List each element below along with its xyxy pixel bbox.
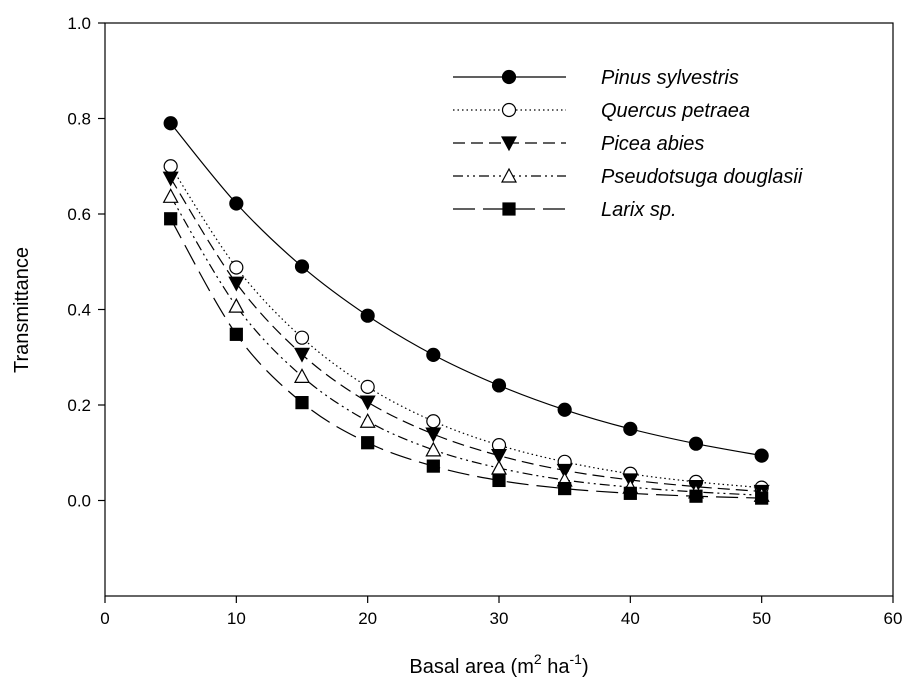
legend: Pinus sylvestris Quercus petraea Picea abi…	[453, 67, 803, 221]
x-axis-title: Basal area (m2 ha-1)	[409, 651, 588, 678]
y-tick-label: 1.0	[67, 14, 91, 33]
x-axis-title-mid: ha	[542, 656, 571, 678]
data-point	[293, 347, 311, 363]
series-line	[170, 177, 762, 493]
legend-marker	[500, 136, 518, 152]
data-point	[492, 473, 506, 488]
x-tick-label: 10	[227, 609, 246, 628]
legend-marker	[501, 102, 517, 118]
series-3	[162, 188, 770, 502]
series-2	[162, 171, 770, 500]
data-point	[426, 347, 441, 362]
x-tick-label: 20	[358, 609, 377, 628]
x-axis-title-sup2: -1	[569, 651, 582, 667]
legend-label: Quercus petraea	[601, 100, 750, 122]
data-point	[623, 486, 637, 500]
series-1	[163, 159, 769, 495]
y-tick-label: 0.0	[67, 492, 91, 511]
legend-label: Larix sp.	[601, 199, 677, 221]
legend-marker	[500, 167, 518, 183]
legend-item: Picea abies	[453, 133, 704, 155]
series-line	[170, 196, 762, 496]
data-point	[623, 421, 638, 436]
series-4	[164, 212, 769, 505]
data-point	[228, 276, 245, 292]
data-point	[293, 368, 311, 383]
data-point	[754, 448, 769, 463]
legend-item: Quercus petraea	[453, 100, 750, 122]
y-tick-label: 0.4	[67, 301, 91, 320]
series-line	[170, 122, 762, 457]
data-point	[360, 308, 375, 323]
data-point	[755, 491, 769, 505]
y-axis: 0.0 0.2 0.4 0.6 0.8 1.0	[67, 14, 105, 511]
data-point	[294, 330, 310, 345]
data-point	[426, 414, 441, 429]
series-line	[170, 218, 762, 499]
data-point	[425, 427, 442, 443]
legend-item: Pseudotsuga douglasii	[453, 166, 803, 188]
data-point	[425, 441, 442, 457]
x-tick-label: 40	[621, 609, 640, 628]
plot-frame	[104, 22, 894, 597]
data-point	[360, 379, 375, 394]
series-line	[170, 165, 762, 489]
data-point	[490, 459, 508, 475]
y-tick-label: 0.6	[67, 205, 91, 224]
data-point	[359, 395, 376, 411]
x-tick-label: 0	[100, 609, 109, 628]
data-point	[229, 260, 244, 275]
data-point	[361, 436, 375, 450]
data-point	[229, 327, 243, 341]
data-point	[295, 396, 309, 410]
data-point	[162, 171, 179, 187]
data-point	[229, 196, 244, 211]
legend-label: Pseudotsuga douglasii	[601, 166, 803, 188]
data-point	[688, 436, 704, 451]
legend-label: Picea abies	[601, 133, 704, 155]
legend-marker	[502, 202, 516, 216]
data-point	[490, 449, 508, 464]
legend-label: Pinus sylvestris	[601, 67, 739, 89]
legend-marker	[501, 69, 517, 85]
x-axis-title-main: Basal area (m	[409, 656, 534, 678]
data-point	[163, 159, 178, 174]
x-tick-label: 60	[884, 609, 903, 628]
data-point	[557, 402, 572, 417]
x-axis-title-end: )	[582, 656, 589, 678]
y-axis-title: Transmittance	[11, 247, 33, 373]
data-point	[164, 212, 178, 226]
data-point	[426, 459, 440, 473]
y-tick-label: 0.2	[67, 396, 91, 415]
data-point	[294, 259, 310, 274]
x-tick-label: 50	[752, 609, 771, 628]
data-point	[556, 463, 573, 479]
legend-item: Larix sp.	[453, 199, 677, 221]
data-point	[558, 481, 572, 496]
series-0	[163, 116, 769, 463]
y-tick-label: 0.8	[67, 110, 91, 129]
x-axis-title-sup1: 2	[534, 651, 542, 667]
data-point	[689, 489, 703, 503]
data-point	[491, 378, 507, 393]
data-point	[163, 116, 178, 131]
series-layer	[162, 116, 770, 505]
x-axis: 0 10 20 30 40 50 60	[100, 596, 902, 628]
legend-item: Pinus sylvestris	[453, 67, 739, 89]
data-point	[162, 188, 179, 203]
data-point	[359, 412, 376, 428]
x-tick-label: 30	[490, 609, 509, 628]
data-point	[228, 297, 245, 313]
